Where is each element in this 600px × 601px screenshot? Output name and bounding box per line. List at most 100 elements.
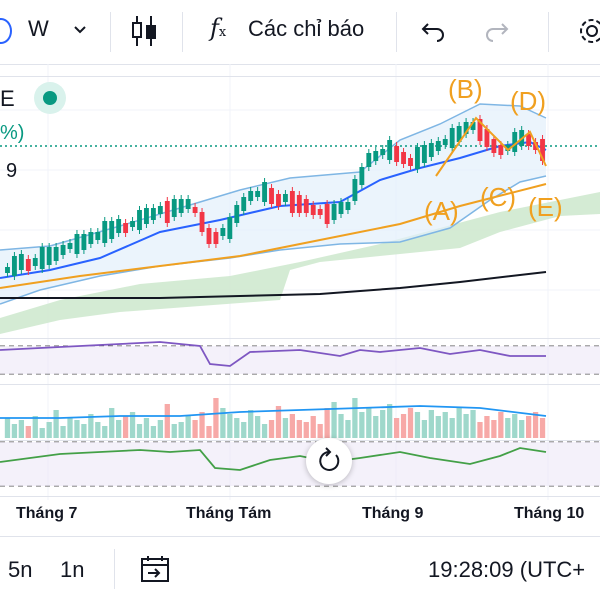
toolbar-divider: [110, 12, 111, 52]
price-fragment: 9: [6, 160, 18, 182]
reset-chart-button[interactable]: [306, 438, 352, 484]
candle-body: [276, 194, 281, 206]
candle-body: [463, 122, 469, 134]
candle-body: [366, 153, 372, 167]
volume-bar: [477, 422, 483, 438]
candle-body: [130, 221, 135, 227]
candle-body: [289, 191, 295, 213]
price-chart[interactable]: [0, 64, 600, 534]
candle-body: [352, 179, 358, 201]
volume-bar: [18, 420, 25, 438]
candle-body: [53, 247, 59, 261]
volume-bar: [150, 426, 157, 438]
volume-bar: [227, 414, 233, 438]
volume-bar: [484, 416, 490, 438]
symbol-fragment: E: [0, 86, 15, 111]
volume-bar: [213, 398, 219, 438]
x-axis-label: Tháng 10: [514, 505, 585, 522]
volume-bar: [136, 424, 143, 438]
candle-body: [18, 254, 24, 270]
reset-icon: [319, 447, 340, 471]
candlestick-icon[interactable]: [130, 14, 158, 54]
x-axis-label: Tháng 9: [362, 505, 424, 522]
toolbar-divider: [182, 12, 183, 52]
bollinger-upper: [0, 103, 547, 251]
candle-body: [324, 204, 330, 224]
volume-bar: [178, 422, 184, 438]
volume-bar: [421, 420, 428, 438]
volume-bar: [254, 416, 261, 438]
volume-bar: [317, 424, 323, 438]
wave-lines: [435, 116, 547, 177]
candle-body: [540, 139, 545, 161]
candle-body: [5, 267, 10, 273]
volume-bar: [4, 418, 11, 438]
indicators-fx-icon[interactable]: fx: [210, 14, 227, 42]
chevron-down-icon[interactable]: [72, 18, 88, 44]
bottom-bar: 5n 1n 19:28:09 (UTC+: [0, 536, 600, 601]
candle-body: [32, 258, 38, 266]
bottom-divider: [114, 549, 115, 589]
candle-body: [150, 208, 156, 220]
volume-bar: [25, 426, 31, 438]
indicators-button[interactable]: Các chỉ báo: [248, 16, 365, 41]
volume-bar: [512, 414, 518, 438]
candle-body: [255, 191, 261, 197]
candle-body: [116, 219, 122, 233]
candle-body: [387, 140, 393, 160]
x-axis-label: Tháng 7: [16, 505, 78, 522]
candle-body: [456, 126, 462, 142]
candle-body: [25, 259, 31, 271]
candle-body: [157, 206, 163, 214]
candle-body: [359, 167, 365, 185]
volume-bar: [498, 412, 504, 438]
candle-body: [512, 132, 518, 152]
interval-button[interactable]: W: [28, 16, 49, 41]
volume-bar: [519, 420, 525, 438]
candle-body: [220, 228, 226, 236]
settings-gear-icon[interactable]: [576, 14, 600, 54]
volume-bar: [129, 412, 136, 438]
change-fragment: %): [0, 122, 25, 144]
volume-bar: [310, 416, 316, 438]
candle-body: [206, 228, 212, 244]
volume-bar: [95, 422, 101, 438]
candle-body: [241, 197, 247, 211]
wave-label-c: (C): [480, 182, 517, 212]
undo-icon[interactable]: [420, 18, 446, 48]
volume-bar: [157, 420, 163, 438]
volume-bar: [366, 408, 372, 438]
candle-body: [185, 199, 191, 209]
volume-bar: [88, 414, 94, 438]
volume-bar: [164, 404, 170, 438]
volume-bar: [414, 412, 421, 438]
pane-separator: [0, 338, 600, 339]
candle-body: [415, 147, 420, 169]
candle-body: [60, 245, 66, 255]
x-axis-label: Tháng Tám: [186, 505, 272, 522]
volume-bar: [345, 420, 351, 438]
volume-bar: [296, 420, 302, 438]
volume-bar: [449, 418, 455, 438]
volume-ma-line: [0, 405, 547, 419]
candle-body: [199, 212, 205, 232]
volume-bar: [171, 424, 177, 438]
range-1d-button[interactable]: 1n: [60, 557, 85, 582]
clock-timezone[interactable]: 19:28:09 (UTC+: [428, 557, 586, 582]
candle-body: [317, 209, 323, 215]
volume-bar: [505, 418, 511, 438]
symbol-circle-fragment[interactable]: [0, 18, 12, 44]
candle-body: [435, 141, 441, 151]
volume-bar: [539, 418, 546, 438]
volume-bar: [491, 420, 497, 438]
volume-bar: [185, 416, 191, 438]
volume-bar: [275, 406, 282, 438]
toolbar-divider: [548, 12, 549, 52]
range-5d-button[interactable]: 5n: [8, 557, 33, 582]
go-to-date-icon[interactable]: [140, 555, 170, 589]
volume-bar: [380, 410, 386, 438]
candle-body: [164, 201, 170, 223]
volume-bar: [116, 420, 122, 438]
volume-bars: [4, 398, 546, 438]
redo-icon[interactable]: [484, 18, 510, 48]
